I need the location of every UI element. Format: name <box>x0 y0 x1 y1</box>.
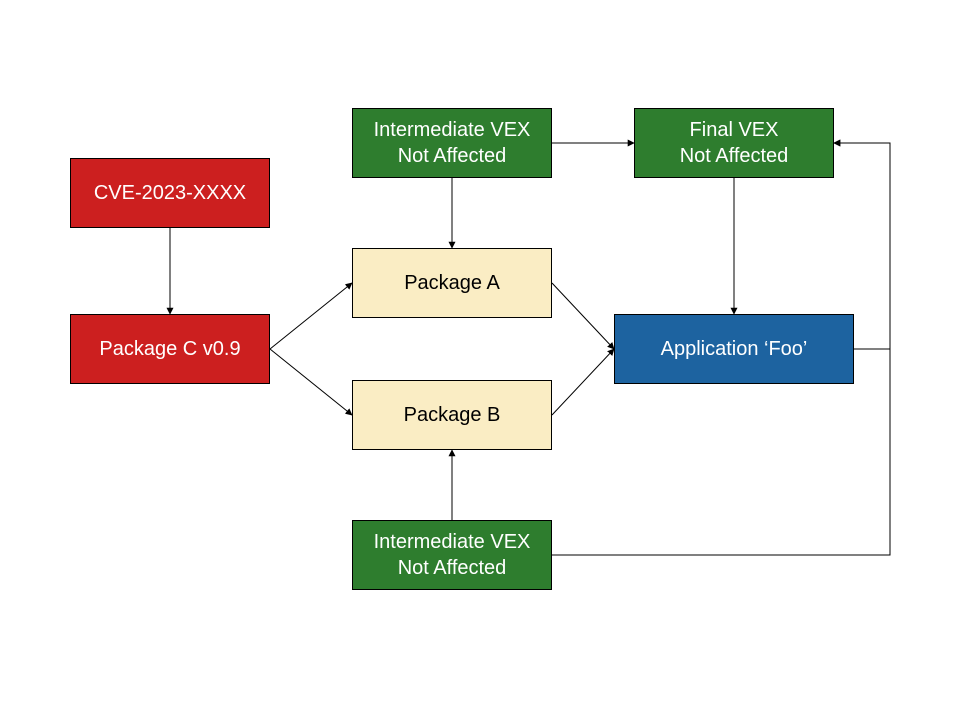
edge-pkgC-pkgB <box>270 349 352 415</box>
node-pkgC-label: Package C v0.9 <box>99 336 240 362</box>
node-pkgA: Package A <box>352 248 552 318</box>
node-cve-label: CVE-2023-XXXX <box>94 180 246 206</box>
node-vexB-label: Intermediate VEX Not Affected <box>374 529 531 581</box>
node-app-label: Application ‘Foo’ <box>661 336 808 362</box>
node-pkgB: Package B <box>352 380 552 450</box>
node-vexA-label: Intermediate VEX Not Affected <box>374 117 531 169</box>
edge-pkgA-app <box>552 283 614 349</box>
node-app: Application ‘Foo’ <box>614 314 854 384</box>
node-vexFinal: Final VEX Not Affected <box>634 108 834 178</box>
node-pkgC: Package C v0.9 <box>70 314 270 384</box>
node-pkgB-label: Package B <box>404 402 501 428</box>
edge-pkgC-pkgA <box>270 283 352 349</box>
node-vexB: Intermediate VEX Not Affected <box>352 520 552 590</box>
node-pkgA-label: Package A <box>404 270 500 296</box>
node-vexFinal-label: Final VEX Not Affected <box>680 117 789 169</box>
node-cve: CVE-2023-XXXX <box>70 158 270 228</box>
edge-pkgB-app <box>552 349 614 415</box>
node-vexA: Intermediate VEX Not Affected <box>352 108 552 178</box>
